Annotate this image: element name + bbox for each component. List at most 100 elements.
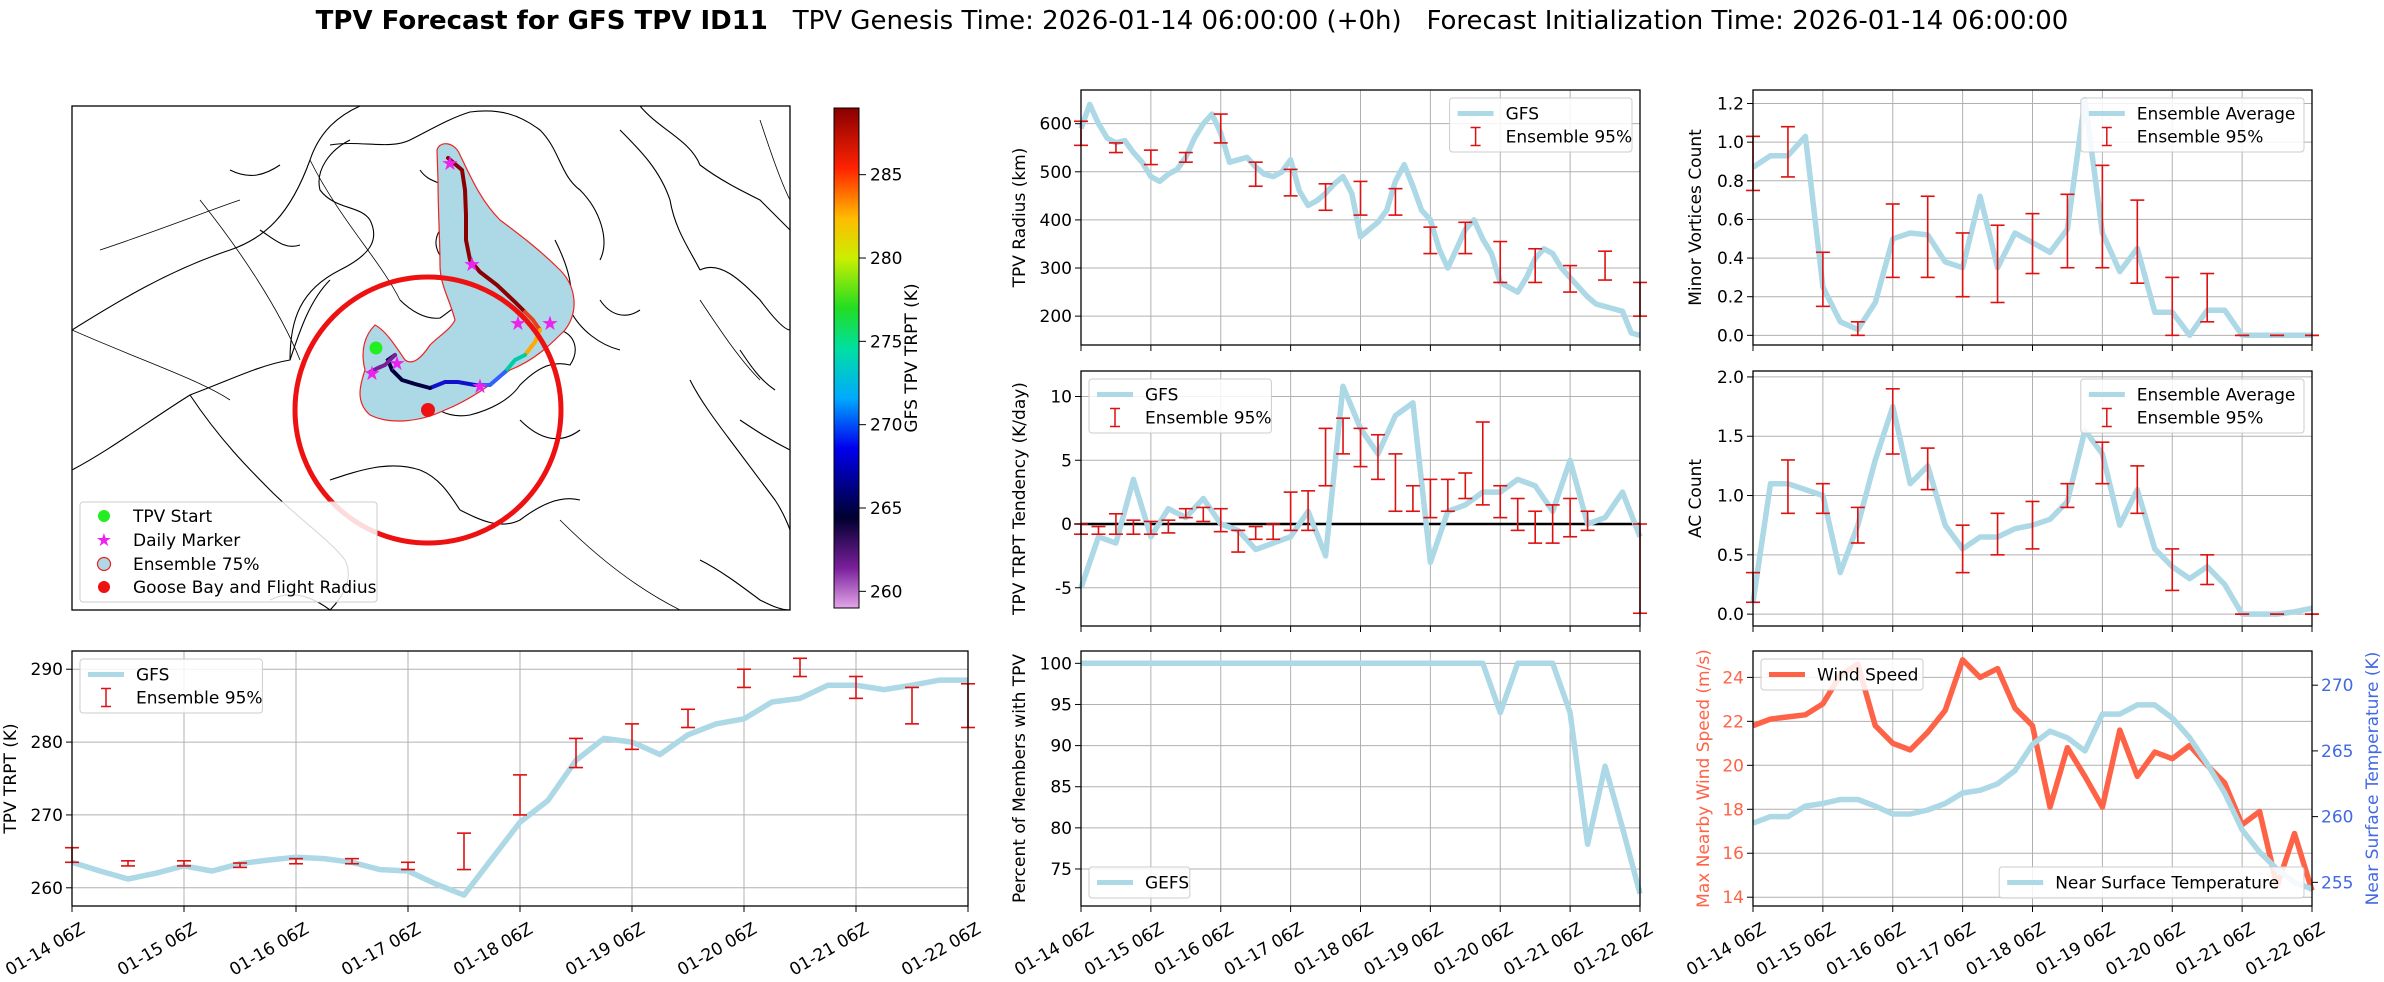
xtick-label: 01-17 06Z xyxy=(1893,919,1979,980)
daily-marker-star: ★ xyxy=(509,311,527,335)
xtick-label: 01-16 06Z xyxy=(1823,919,1909,980)
figure-title-bold: TPV Forecast for GFS TPV ID11 xyxy=(315,6,768,36)
xtick-label: 01-16 06Z xyxy=(226,919,312,980)
y-axis-label: AC Count xyxy=(1686,459,1706,538)
borders xyxy=(72,119,790,610)
legend-label: GFS xyxy=(1506,105,1539,125)
legend-ensemble-label: Ensemble 75% xyxy=(133,555,260,575)
daily-marker-star: ★ xyxy=(471,374,489,398)
y-axis-label: Percent of Members with TPV xyxy=(1010,654,1030,903)
xtick-label: 01-21 06Z xyxy=(786,919,872,980)
xtick-label: 01-20 06Z xyxy=(1430,919,1516,980)
ytick-label: 300 xyxy=(1040,259,1072,279)
legend-label: GEFS xyxy=(1145,874,1189,894)
colorbar: 260 265 270 275 280 285 GFS TPV TRPT (K) xyxy=(833,107,922,609)
tpv-track xyxy=(368,156,542,390)
ytick-label: 0.2 xyxy=(1717,288,1744,308)
xtick-label: 01-17 06Z xyxy=(1221,919,1307,980)
daily-marker-star: ★ xyxy=(463,252,481,276)
legend-label: Ensemble 95% xyxy=(136,689,263,709)
legend-goose-bay-label: Goose Bay and Flight Radius xyxy=(133,578,377,598)
legend-label: Wind Speed xyxy=(1817,666,1918,686)
legend-box xyxy=(1998,866,2305,899)
ytick-label: 1.2 xyxy=(1717,95,1744,115)
colorbar-tick-label: 270 xyxy=(870,416,902,436)
coastlines xyxy=(72,106,790,610)
colorbar-tick-label: 275 xyxy=(870,332,902,352)
ytick-label: 14 xyxy=(1722,888,1744,908)
y2tick-label: 260 xyxy=(2321,808,2353,828)
legend-box xyxy=(1088,378,1272,434)
xtick-label: 01-20 06Z xyxy=(674,919,760,980)
xtick-label: 01-17 06Z xyxy=(338,919,424,980)
legend: GFS Ensemble 95% xyxy=(79,658,263,714)
figure-title: TPV Forecast for GFS TPV ID11 TPV Genesi… xyxy=(0,6,2384,36)
ytick-label: 200 xyxy=(1040,307,1072,327)
legend-goose-bay-icon xyxy=(98,581,110,593)
legend-ensemble-icon xyxy=(96,556,112,572)
chart-minor: 0.0 0.2 0.4 0.6 0.8 1.0 1.2 Minor Vortices Coun… xyxy=(1686,89,2319,351)
legend: Wind Speed xyxy=(1760,658,1924,691)
legend: GEFS xyxy=(1088,866,1191,899)
colorbar-ticks: 260 265 270 275 280 285 xyxy=(859,166,902,602)
ytick-label: 75 xyxy=(1050,860,1072,880)
ytick-label: 500 xyxy=(1040,163,1072,183)
ytick-label: 0.5 xyxy=(1717,546,1744,566)
xtick-label: 01-18 06Z xyxy=(450,919,536,980)
ytick-label: 22 xyxy=(1722,712,1744,732)
legend: GFS Ensemble 95% xyxy=(1088,378,1272,434)
series-line-gfs xyxy=(1078,101,1641,339)
xtick-label: 01-14 06Z xyxy=(1683,919,1769,980)
map-panel: ★ ★ ★ ★ ★ ★ ★ TPV Start ★ Daily Marker E… xyxy=(71,105,922,611)
xtick-label: 01-21 06Z xyxy=(1500,919,1586,980)
ytick-label: 0 xyxy=(1061,515,1072,535)
legend-label: Ensemble 95% xyxy=(2137,409,2264,429)
legend-label: Ensemble Average xyxy=(2137,105,2296,125)
figure-title-init: Forecast Initialization Time: 2026-01-14… xyxy=(1426,6,2069,36)
daily-marker-star: ★ xyxy=(388,351,406,375)
xtick-label: 01-19 06Z xyxy=(1361,919,1447,980)
chart-trpt: 260 270 280 290 01-14 06Z 01-15 06Z 01-16 06Z 0… xyxy=(1,650,985,980)
ytick-label: 1.5 xyxy=(1717,427,1744,447)
map-content: ★ ★ ★ ★ ★ ★ ★ xyxy=(72,106,790,610)
ytick-label: 1.0 xyxy=(1717,133,1744,153)
colorbar-tick-label: 260 xyxy=(870,582,902,602)
colorbar-tick-label: 285 xyxy=(870,166,902,186)
ytick-label: 18 xyxy=(1722,800,1744,820)
legend-tpv-start-icon xyxy=(98,510,110,522)
ytick-label: 260 xyxy=(31,879,63,899)
ytick-label: 0.0 xyxy=(1717,326,1744,346)
daily-marker-star: ★ xyxy=(441,151,459,175)
ytick-label: 2.0 xyxy=(1717,368,1744,388)
y2tick-label: 255 xyxy=(2321,873,2353,893)
legend-daily-marker-icon: ★ xyxy=(96,530,112,551)
ytick-label: 290 xyxy=(31,660,63,680)
xtick-label: 01-15 06Z xyxy=(1081,919,1167,980)
y-axis-label: Max Nearby Wind Speed (m/s) xyxy=(1694,649,1714,908)
xtick-label: 01-15 06Z xyxy=(114,919,200,980)
legend: Ensemble Average Ensemble 95% xyxy=(2080,378,2305,434)
map-legend-box xyxy=(79,501,378,603)
ytick-label: 100 xyxy=(1040,654,1072,674)
ytick-label: 0.8 xyxy=(1717,172,1744,192)
legend-box xyxy=(2080,97,2305,153)
series-line-gfs xyxy=(71,677,968,898)
legend-label: Ensemble 95% xyxy=(1506,128,1633,148)
legend-daily-marker-label: Daily Marker xyxy=(133,531,240,551)
legend-box xyxy=(1449,97,1633,153)
ytick-label: 80 xyxy=(1050,819,1072,839)
ytick-label: 85 xyxy=(1050,778,1072,798)
legend-label: Ensemble Average xyxy=(2137,386,2296,406)
chart-wind: 14 16 18 20 22 24 255 260 265 270 Near Surface Tem… xyxy=(1683,649,2383,980)
flight-radius-circle xyxy=(292,274,564,546)
ytick-label: 20 xyxy=(1722,756,1744,776)
legend-label: Near Surface Temperature xyxy=(2055,874,2279,894)
xtick-label: 01-14 06Z xyxy=(1011,919,1097,980)
ytick-label: 90 xyxy=(1050,737,1072,757)
chart-radius: 200 300 400 500 600 TPV Radius (km) GFS Ensembl… xyxy=(1010,89,1647,351)
xtick-label: 01-22 06Z xyxy=(2242,919,2328,980)
series-line-gefs xyxy=(1081,660,1643,895)
